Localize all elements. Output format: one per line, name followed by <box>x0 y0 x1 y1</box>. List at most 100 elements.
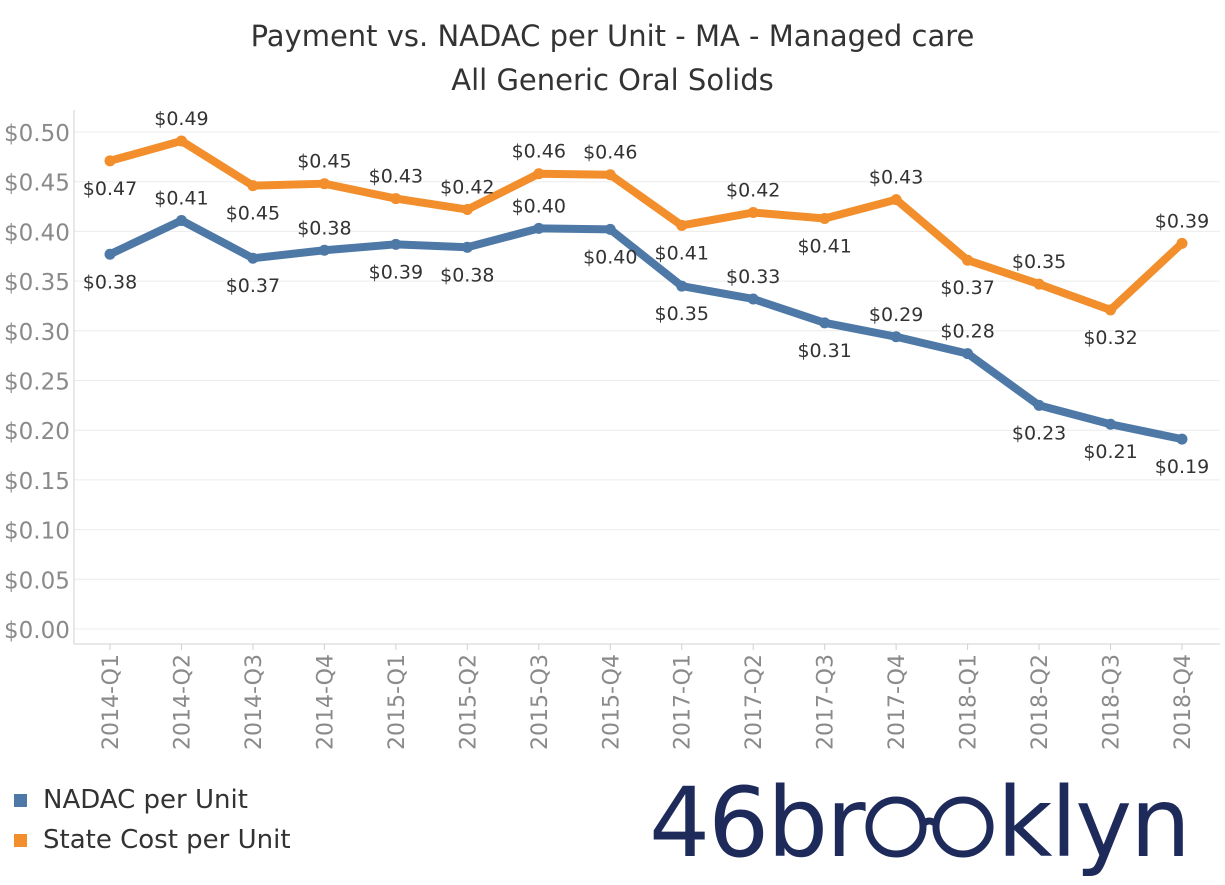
logo-text-left: 46br <box>649 770 866 879</box>
x-tick-label: 2014-Q2 <box>170 654 195 750</box>
data-label-state-cost: $0.45 <box>226 203 280 225</box>
data-label-state-cost: $0.43 <box>369 166 423 188</box>
line-chart: $0.00 $0.05 $0.10 $0.15 $0.20 $0.25 $0.30 $0.35… <box>4 108 1220 750</box>
x-tick-label: 2015-Q4 <box>599 654 624 750</box>
data-point-state-cost <box>747 207 759 219</box>
x-tick-label: 2018-Q3 <box>1100 654 1125 750</box>
chart-title-line2: All Generic Oral Solids <box>451 63 774 97</box>
data-label-state-cost: $0.37 <box>940 277 994 299</box>
data-point-state-cost <box>1105 304 1117 316</box>
x-tick-label: 2015-Q2 <box>456 654 481 750</box>
data-point-nadac <box>890 331 902 343</box>
data-label-state-cost: $0.39 <box>1155 210 1209 232</box>
legend-label-state-cost: State Cost per Unit <box>43 825 291 855</box>
legend-swatch-state-cost <box>14 833 27 847</box>
chart-title: Payment vs. NADAC per Unit - MA - Manage… <box>0 14 1225 102</box>
data-label-nadac: $0.40 <box>583 246 637 268</box>
x-tick-label: 2015-Q1 <box>385 654 410 750</box>
legend-item-state-cost[interactable]: State Cost per Unit <box>14 820 291 860</box>
data-point-state-cost <box>819 212 831 224</box>
data-point-state-cost <box>890 194 902 206</box>
legend-swatch-nadac <box>14 793 27 807</box>
data-label-nadac: $0.38 <box>83 271 137 293</box>
data-point-nadac <box>1176 433 1188 445</box>
data-point-nadac <box>962 348 974 360</box>
data-label-state-cost: $0.32 <box>1083 327 1137 349</box>
data-point-nadac <box>747 293 759 305</box>
logo-text-right: klyn <box>997 770 1189 879</box>
legend-item-nadac[interactable]: NADAC per Unit <box>14 780 291 820</box>
y-tick-label: $0.30 <box>4 320 70 346</box>
data-label-state-cost: $0.42 <box>440 177 494 199</box>
data-label-state-cost: $0.46 <box>583 142 637 164</box>
series-line-nadac <box>106 216 1186 444</box>
x-tick-label: 2018-Q2 <box>1028 654 1053 750</box>
y-tick-label: $0.10 <box>4 519 70 545</box>
x-tick-label: 2014-Q4 <box>313 654 338 750</box>
data-point-state-cost <box>1033 278 1045 290</box>
data-label-state-cost: $0.42 <box>726 180 780 202</box>
data-point-state-cost <box>104 155 116 167</box>
data-point-nadac <box>1033 399 1045 411</box>
y-tick-label: $0.05 <box>4 568 70 594</box>
data-point-state-cost <box>318 178 330 190</box>
data-label-nadac: $0.29 <box>869 304 923 326</box>
data-label-state-cost: $0.35 <box>1012 251 1066 273</box>
data-point-state-cost <box>604 169 616 181</box>
glasses-icon <box>865 796 994 858</box>
brand-logo: 46br klyn <box>649 770 1191 879</box>
legend-label-nadac: NADAC per Unit <box>43 785 248 815</box>
data-label-state-cost: $0.45 <box>297 151 351 173</box>
y-tick-label: $0.50 <box>4 121 70 147</box>
data-point-state-cost <box>962 254 974 266</box>
data-label-state-cost: $0.46 <box>512 141 566 163</box>
data-label-nadac: $0.35 <box>655 303 709 325</box>
data-label-nadac: $0.40 <box>512 195 566 217</box>
data-label-state-cost: $0.41 <box>797 235 851 257</box>
data-label-state-cost: $0.49 <box>154 108 208 130</box>
data-label-nadac: $0.28 <box>940 321 994 343</box>
x-tick-label: 2017-Q1 <box>671 654 696 750</box>
data-label-nadac: $0.31 <box>797 340 851 362</box>
data-label-nadac: $0.23 <box>1012 422 1066 444</box>
data-label-nadac: $0.37 <box>226 275 280 297</box>
data-label-nadac: $0.33 <box>726 266 780 288</box>
data-point-state-cost <box>247 180 259 192</box>
data-label-nadac: $0.19 <box>1155 456 1209 478</box>
data-point-nadac <box>175 214 187 226</box>
data-point-nadac <box>1105 418 1117 430</box>
y-tick-label: $0.20 <box>4 419 70 445</box>
x-tick-label: 2017-Q4 <box>885 654 910 750</box>
data-point-nadac <box>604 223 616 235</box>
data-point-nadac <box>104 248 116 260</box>
y-tick-label: $0.00 <box>4 618 70 644</box>
series-line-state-cost <box>106 136 1186 314</box>
data-label-nadac: $0.41 <box>154 187 208 209</box>
data-label-state-cost: $0.43 <box>869 167 923 189</box>
x-tick-label: 2015-Q3 <box>528 654 553 750</box>
x-tick-label: 2017-Q3 <box>814 654 839 750</box>
data-label-nadac: $0.38 <box>440 264 494 286</box>
data-label-state-cost: $0.47 <box>83 178 137 200</box>
data-point-nadac <box>461 241 473 253</box>
data-point-state-cost <box>1176 237 1188 249</box>
y-tick-label: $0.15 <box>4 469 70 495</box>
x-tick-label: 2014-Q3 <box>242 654 267 750</box>
y-tick-label: $0.35 <box>4 270 70 296</box>
data-point-state-cost <box>461 204 473 216</box>
data-point-nadac <box>390 238 402 250</box>
x-tick-label: 2018-Q4 <box>1171 654 1196 750</box>
data-point-state-cost <box>676 219 688 231</box>
data-point-nadac <box>533 222 545 234</box>
x-tick-label: 2014-Q1 <box>99 654 124 750</box>
data-point-state-cost <box>390 193 402 205</box>
data-point-nadac <box>247 252 259 264</box>
data-point-nadac <box>676 280 688 292</box>
data-label-state-cost: $0.41 <box>655 242 709 264</box>
x-tick-label: 2017-Q2 <box>742 654 767 750</box>
data-point-state-cost <box>175 135 187 147</box>
data-point-state-cost <box>533 168 545 180</box>
y-tick-label: $0.40 <box>4 220 70 246</box>
data-point-nadac <box>819 317 831 329</box>
y-tick-label: $0.25 <box>4 370 70 396</box>
